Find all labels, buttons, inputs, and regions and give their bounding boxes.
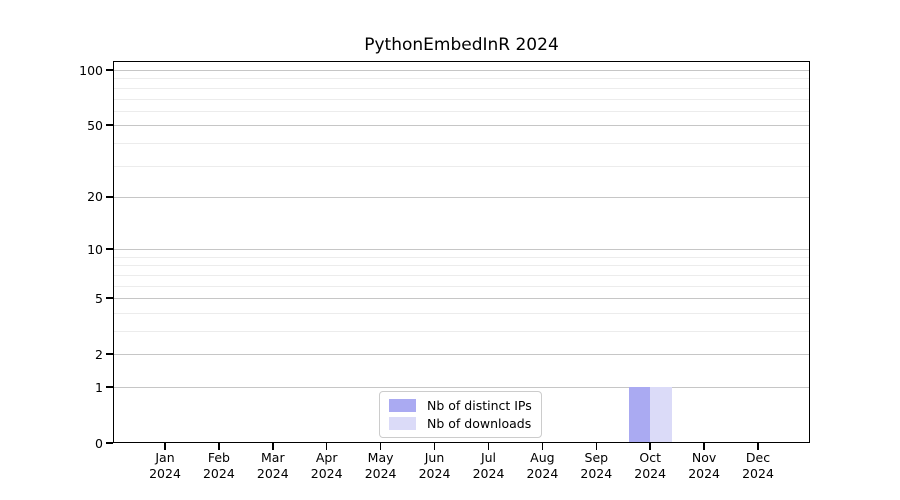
x-tick-mark (703, 443, 705, 450)
y-tick-mark (106, 353, 113, 355)
y-tick-mark (106, 386, 113, 388)
plot-frame (113, 61, 810, 443)
gridline-major (113, 70, 810, 71)
x-tick-mark (379, 443, 382, 450)
gridline-major (113, 196, 810, 198)
plot-area: 0 1 2 5 10 20 50 100 Jan 2024 Feb 2024 Mar 2024 Apr 202… (79, 61, 810, 481)
gridline-minor (113, 285, 810, 287)
x-tick-mark (595, 443, 598, 450)
gridline-minor (113, 331, 810, 332)
gridline-major (113, 354, 810, 356)
y-tick-label: 20 (87, 189, 103, 205)
gridline-minor (113, 78, 810, 80)
y-tick-mark (106, 124, 113, 126)
chart-title: PythonEmbedInR 2024 (364, 35, 559, 55)
gridline-minor (113, 165, 810, 167)
y-tick-mark (106, 442, 113, 444)
gridline-minor (113, 312, 810, 314)
x-tick-label: Nov 2024 (688, 450, 720, 481)
legend-item-distinct-ips: Nb of distinct IPs (389, 398, 532, 413)
gridline-minor (113, 87, 810, 89)
gridline-major (113, 298, 810, 300)
y-tick-mark (106, 196, 113, 198)
gridline-major (113, 125, 810, 127)
y-tick-label: 50 (87, 117, 103, 133)
legend-item-downloads: Nb of downloads (389, 416, 532, 431)
x-tick-mark (757, 443, 759, 450)
gridline-minor (113, 256, 810, 258)
y-tick-mark (106, 248, 113, 250)
legend-swatch-distinct-ips (389, 399, 416, 412)
y-tick-label: 10 (87, 241, 103, 257)
bar-nb-of-downloads (650, 387, 672, 443)
x-tick-mark (325, 443, 328, 450)
x-tick-label: May 2024 (364, 450, 397, 481)
y-tick-mark (106, 69, 113, 71)
x-tick-mark (649, 443, 651, 450)
gridline-major (113, 249, 810, 251)
x-tick-label: Aug 2024 (526, 450, 559, 481)
y-tick-label: 5 (95, 290, 103, 306)
y-tick-label: 0 (95, 435, 103, 451)
x-tick-label: Feb 2024 (202, 450, 235, 481)
legend: Nb of distinct IPs Nb of downloads (379, 391, 542, 438)
y-tick-mark (106, 297, 113, 299)
gridline-minor (113, 142, 810, 144)
x-tick-mark (541, 443, 544, 450)
x-tick-mark (164, 443, 166, 450)
legend-swatch-downloads (389, 417, 416, 430)
x-tick-mark (433, 443, 436, 450)
x-tick-label: Sep 2024 (580, 450, 613, 481)
x-tick-label: Mar 2024 (256, 450, 289, 481)
x-tick-label: Dec 2024 (742, 450, 774, 481)
legend-label-downloads: Nb of downloads (427, 416, 532, 431)
legend-label-distinct-ips: Nb of distinct IPs (427, 398, 532, 413)
y-tick-label: 2 (95, 346, 103, 362)
gridline-minor (113, 274, 810, 276)
bar-nb-of-distinct-ips (628, 387, 651, 443)
y-tick-label: 1 (95, 379, 103, 395)
x-tick-label: Jan 2024 (149, 450, 181, 481)
x-tick-label: Oct 2024 (634, 450, 667, 481)
x-tick-mark (487, 443, 490, 450)
gridline-minor (113, 98, 810, 100)
x-tick-label: Jun 2024 (418, 450, 451, 481)
gridline-major (113, 387, 810, 388)
gridline-minor (113, 110, 810, 112)
x-tick-label: Apr 2024 (310, 450, 343, 481)
x-tick-mark (272, 443, 274, 450)
y-tick-label: 100 (79, 62, 103, 78)
x-tick-mark (218, 443, 220, 450)
gridline-minor (113, 265, 810, 267)
x-tick-label: Jul 2024 (472, 450, 505, 481)
